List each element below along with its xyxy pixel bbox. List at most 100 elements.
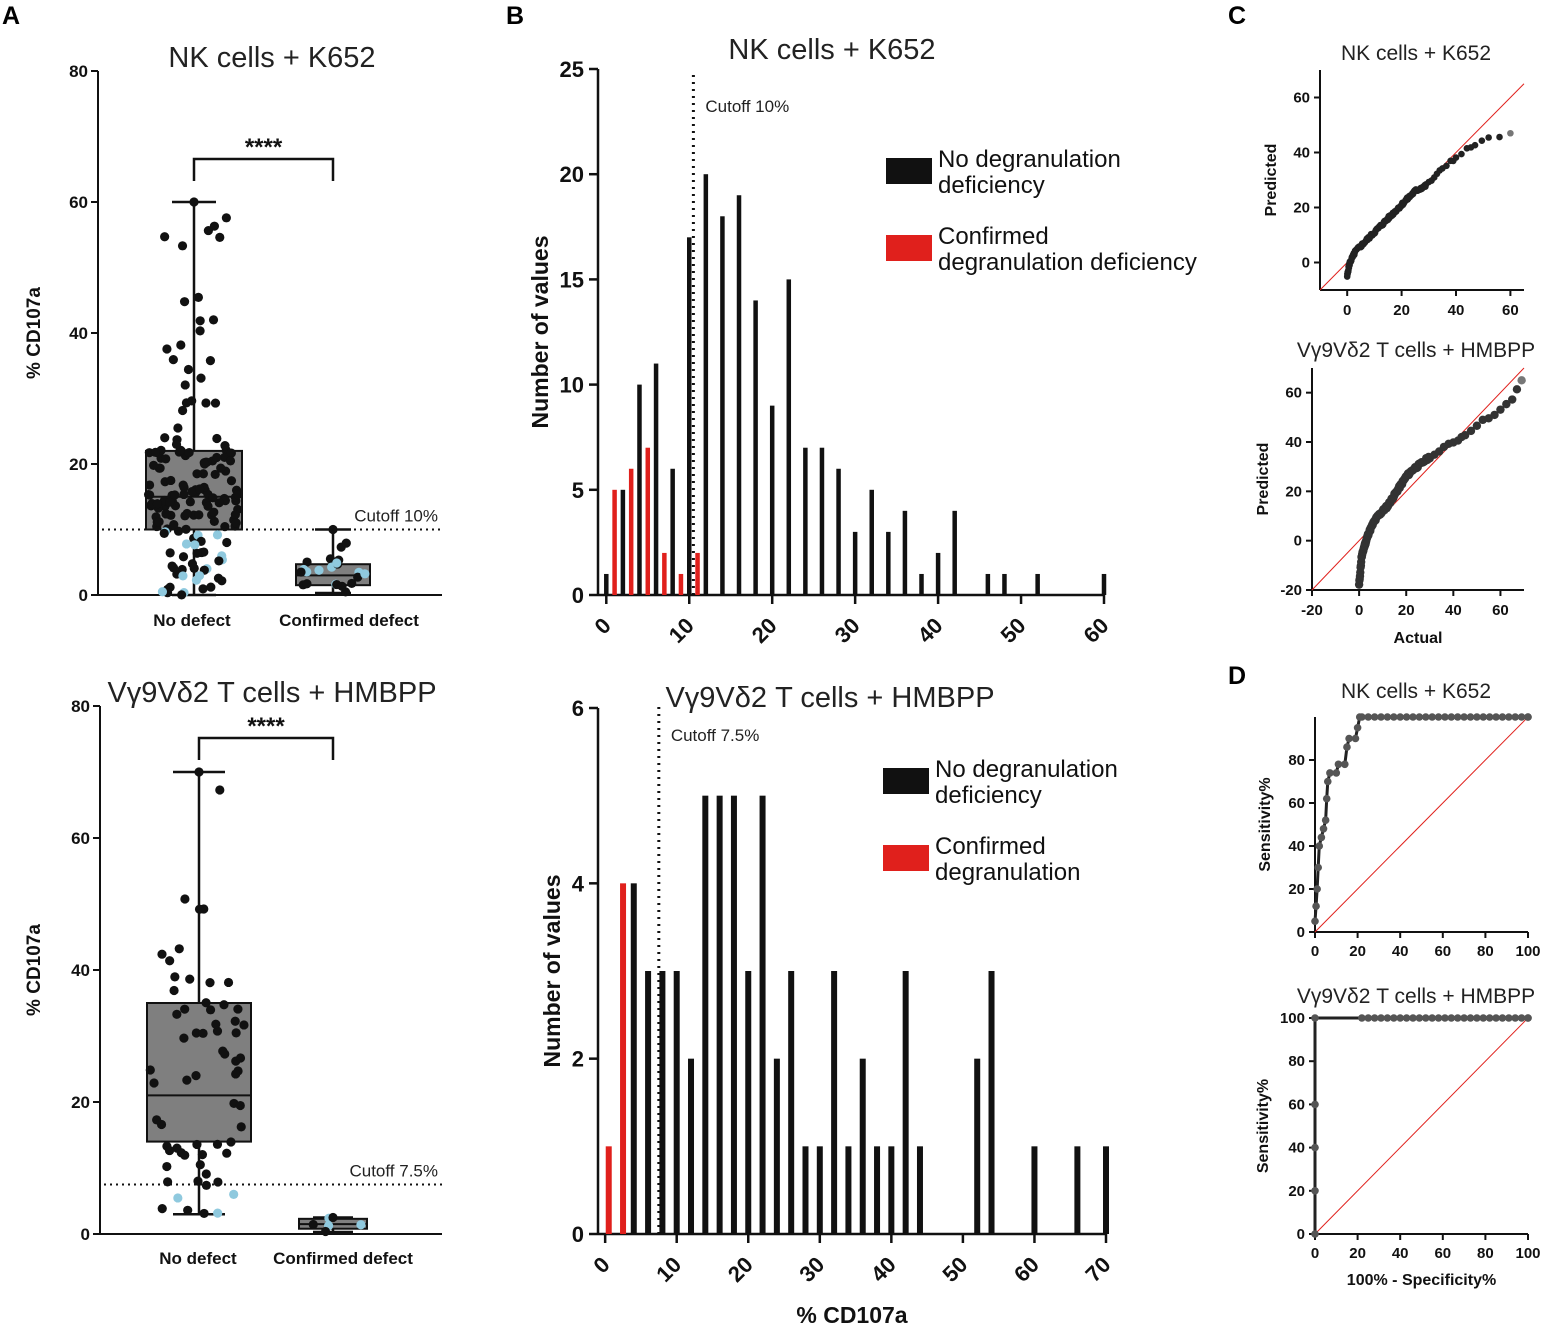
histogram-bar — [659, 971, 666, 1234]
data-point — [178, 405, 188, 416]
data-point — [172, 1143, 182, 1153]
chart-title: Vγ9Vδ2 T cells + HMBPP — [107, 677, 436, 709]
data-point — [187, 559, 198, 569]
data-point — [183, 364, 194, 375]
chart-title: Vγ9Vδ2 T cells + HMBPP — [1297, 339, 1535, 362]
roc-point — [1322, 794, 1331, 803]
roc-point — [1409, 1014, 1417, 1022]
data-point — [189, 197, 199, 207]
legend-label: degranulation deficiency — [938, 249, 1197, 276]
data-point — [218, 1046, 228, 1056]
y-tick-label: 0 — [81, 1225, 90, 1244]
data-point — [194, 510, 204, 520]
histogram-bar — [852, 531, 858, 595]
data-point — [194, 484, 205, 494]
roc-point — [1485, 1014, 1494, 1022]
histogram-bar — [859, 1058, 866, 1234]
data-point — [360, 569, 370, 579]
data-point — [205, 356, 216, 366]
chart-title: NK cells + K652 — [1341, 42, 1491, 65]
data-point — [1452, 154, 1460, 161]
data-point — [308, 1219, 318, 1230]
data-point — [328, 1212, 338, 1223]
y-tick-label: 40 — [1285, 434, 1302, 451]
x-tick-label: 100 — [1515, 1245, 1540, 1262]
data-point — [178, 571, 188, 581]
data-point — [208, 493, 218, 503]
roc-point — [1315, 842, 1324, 850]
data-point — [219, 1000, 229, 1010]
data-point — [157, 587, 168, 597]
data-point — [226, 1137, 236, 1147]
data-point — [337, 581, 347, 591]
data-point — [203, 225, 213, 236]
x-tick-label: 40 — [1448, 302, 1465, 319]
y-axis-label: Sensitivity% — [1255, 1079, 1272, 1173]
data-point — [203, 501, 213, 511]
y-tick-label: 4 — [572, 871, 585, 896]
data-point — [302, 579, 312, 589]
y-tick-label: 80 — [1288, 752, 1305, 769]
panel-label-c: C — [1228, 2, 1246, 30]
data-point — [180, 1004, 190, 1014]
histogram-bar — [952, 510, 957, 595]
data-point — [213, 1177, 223, 1187]
data-point — [183, 1205, 193, 1215]
box-plot-nk-k652: NK cells + K652 0 20 40 60 80 % CD107a Cutoff 1… — [24, 42, 442, 630]
y-tick-label: 60 — [1293, 90, 1310, 107]
roc-point — [1311, 1230, 1319, 1238]
y-tick-label: 0 — [1297, 1226, 1305, 1243]
histogram-bar — [916, 1146, 923, 1234]
y-tick-label: 80 — [71, 697, 90, 716]
y-tick-label: 60 — [1285, 385, 1302, 402]
data-point — [163, 1177, 173, 1187]
data-point — [1466, 426, 1476, 436]
roc-point — [1441, 713, 1449, 721]
data-point — [314, 565, 324, 575]
data-point — [216, 463, 226, 473]
legend-label: No degranulation — [938, 146, 1121, 173]
data-point — [161, 454, 171, 464]
data-point — [1471, 141, 1479, 149]
data-point — [226, 448, 236, 458]
histogram-bar — [645, 971, 652, 1234]
roc-point — [1492, 713, 1500, 721]
roc-point — [1421, 713, 1430, 721]
histogram-bar — [695, 552, 700, 595]
data-point — [152, 1115, 162, 1125]
histogram-bar — [670, 468, 675, 595]
data-point — [347, 578, 357, 589]
roc-point — [1421, 1014, 1430, 1022]
y-axis-label: % CD107a — [24, 287, 45, 379]
roc-point — [1479, 713, 1488, 721]
legend-label: Confirmed — [938, 223, 1049, 250]
histogram-bar — [612, 489, 617, 595]
histogram-bar — [759, 795, 766, 1234]
data-point — [174, 944, 184, 954]
roc-point — [1396, 1014, 1404, 1022]
histogram-bar — [974, 1058, 981, 1234]
y-tick-label: 0 — [1297, 924, 1305, 941]
data-point — [185, 497, 195, 507]
roc-point — [1358, 713, 1366, 721]
data-point — [239, 1020, 249, 1030]
roc-point — [1311, 917, 1319, 926]
x-tick-label: 80 — [1477, 943, 1494, 960]
roc-point — [1353, 723, 1362, 732]
panel-label-a: A — [2, 2, 20, 30]
histogram-bar — [788, 971, 795, 1234]
histogram-bar — [1101, 573, 1107, 595]
histogram-bar — [874, 1146, 881, 1234]
data-point — [205, 1005, 216, 1015]
y-tick-label: 20 — [1288, 1183, 1305, 1200]
data-point — [212, 530, 223, 540]
data-point — [210, 469, 220, 480]
roc-point — [1383, 1014, 1392, 1022]
histogram-bar — [819, 447, 825, 595]
roc-point — [1498, 713, 1507, 721]
legend-label: No degranulation — [935, 756, 1118, 783]
histogram-bar — [678, 573, 684, 595]
x-tick-label: 50 — [937, 1252, 972, 1287]
x-tick-label: 80 — [1477, 1245, 1494, 1262]
